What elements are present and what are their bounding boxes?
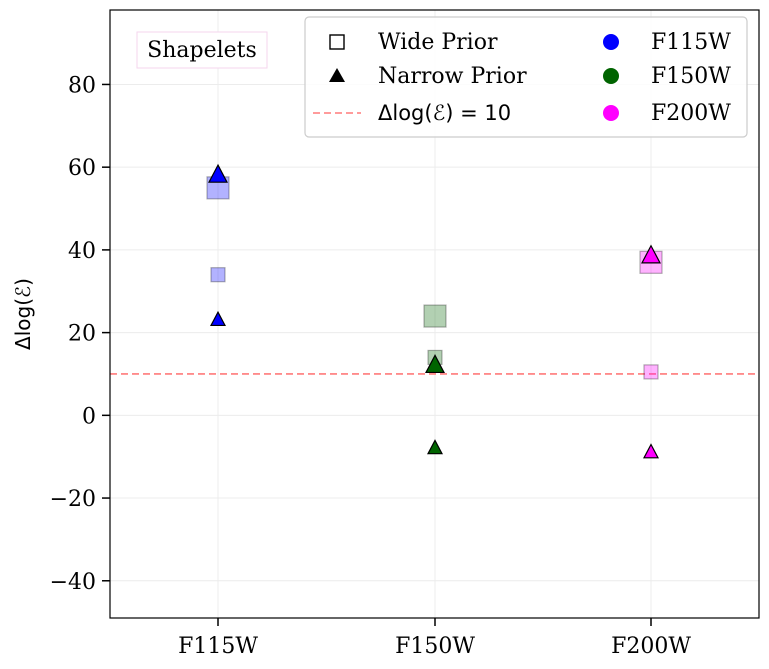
y-tick-label: 80 [68, 73, 96, 98]
wide-prior-square-marker [643, 364, 659, 380]
y-axis: −40 −20 0 20 40 60 80 [50, 73, 110, 595]
annotation-text: Shapelets [147, 38, 257, 63]
legend-label: F200W [651, 101, 731, 126]
y-tick-label: 20 [68, 322, 96, 347]
legend-dot-icon [603, 105, 619, 121]
y-tick-label: 60 [68, 156, 96, 181]
narrow-prior-triangle-marker [427, 439, 443, 455]
x-axis: F115W F150W F200W [178, 618, 691, 659]
narrow-prior-triangle-marker [425, 354, 445, 374]
x-tick-label: F200W [611, 634, 691, 659]
data-marks [206, 163, 663, 459]
y-axis-title: Δlog(ℰ) [11, 278, 35, 350]
legend-label: Narrow Prior [378, 64, 527, 89]
legend-label: Wide Prior [378, 30, 498, 55]
legend: Wide Prior Narrow Prior Δlog(ℰ) = 10 F115W F… [304, 16, 748, 138]
legend-items: Wide Prior Narrow Prior Δlog(ℰ) = 10 F115W F… [313, 30, 731, 126]
legend-box [304, 16, 748, 138]
legend-label: F115W [651, 30, 731, 55]
y-tick-label: −40 [50, 570, 96, 595]
legend-dot-icon [603, 34, 619, 50]
legend-triangle-icon [329, 68, 345, 82]
shapelets-annotation: Shapelets [136, 31, 268, 69]
y-tick-label: 40 [68, 239, 96, 264]
wide-prior-square-marker [210, 267, 226, 283]
legend-square-icon [329, 34, 345, 50]
narrow-prior-triangle-marker [641, 244, 661, 264]
narrow-prior-triangle-marker [643, 443, 659, 459]
x-tick-label: F115W [178, 634, 258, 659]
annotation-box [136, 31, 268, 69]
y-tick-label: 0 [82, 404, 96, 429]
legend-label: Δlog(ℰ) = 10 [378, 101, 511, 125]
legend-label: F150W [651, 64, 731, 89]
narrow-prior-triangle-marker [210, 310, 226, 327]
x-tick-label: F150W [395, 634, 475, 659]
wide-prior-square-marker [423, 304, 447, 328]
y-tick-label: −20 [50, 487, 96, 512]
legend-dot-icon [603, 68, 619, 84]
narrow-prior-triangle-marker [208, 163, 228, 183]
